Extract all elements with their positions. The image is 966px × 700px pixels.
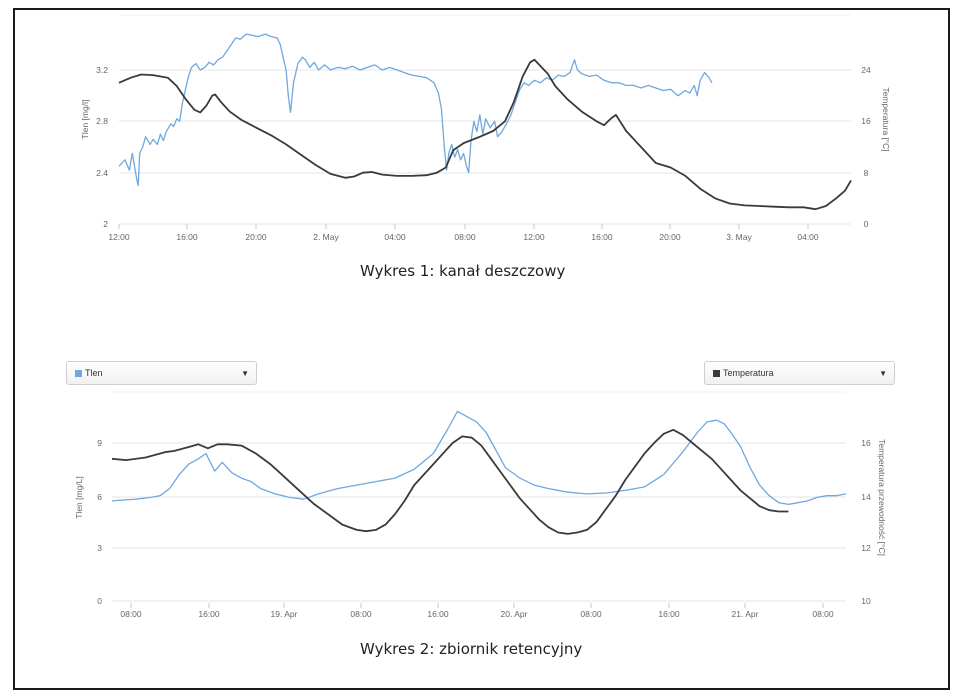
y-tick-label: 9 bbox=[97, 438, 102, 448]
y2-axis-title: Temperatura przewodność [°C] bbox=[877, 439, 887, 556]
chevron-down-icon: ▼ bbox=[879, 369, 887, 378]
y2-tick-label: 16 bbox=[861, 116, 871, 126]
y-tick-label: 3.2 bbox=[96, 65, 108, 75]
x-tick-label: 3. May bbox=[726, 232, 752, 242]
chevron-down-icon: ▼ bbox=[241, 369, 249, 378]
y-axis-title: Tlen [mg/L] bbox=[74, 476, 84, 519]
y-tick-label: 3 bbox=[97, 543, 102, 553]
x-tick-label: 04:00 bbox=[797, 232, 819, 242]
y2-tick-label: 14 bbox=[861, 492, 871, 502]
temperature-series-line bbox=[118, 58, 852, 211]
x-tick-label: 2. May bbox=[313, 232, 339, 242]
oxygen-series-dropdown[interactable]: Tlen ▼ bbox=[66, 361, 257, 385]
x-tick-label: 08:00 bbox=[350, 609, 372, 619]
x-tick-label: 08:00 bbox=[454, 232, 476, 242]
oxygen-series-line bbox=[118, 33, 713, 187]
y-axis-title: Tlen [mg/l] bbox=[80, 100, 90, 140]
y2-tick-label: 10 bbox=[861, 596, 871, 606]
y2-tick-label: 0 bbox=[864, 219, 869, 229]
oxygen-dropdown-label: Tlen bbox=[85, 368, 103, 378]
chart2-caption: Wykres 2: zbiornik retencyjny bbox=[360, 640, 583, 658]
x-tick-label: 04:00 bbox=[384, 232, 406, 242]
y2-tick-label: 24 bbox=[861, 65, 871, 75]
temperature-series-dropdown[interactable]: Temperatura ▼ bbox=[704, 361, 895, 385]
oxygen-swatch-icon bbox=[75, 369, 82, 377]
x-tick-label: 20. Apr bbox=[501, 609, 528, 619]
y-tick-label: 2 bbox=[103, 219, 108, 229]
y-tick-label: 6 bbox=[97, 492, 102, 502]
x-tick-label: 16:00 bbox=[427, 609, 449, 619]
temperature-dropdown-label: Temperatura bbox=[723, 368, 774, 378]
x-tick-label: 12:00 bbox=[108, 232, 130, 242]
x-tick-label: 08:00 bbox=[120, 609, 142, 619]
y2-tick-label: 16 bbox=[861, 438, 871, 448]
x-tick-label: 08:00 bbox=[580, 609, 602, 619]
x-tick-label: 16:00 bbox=[591, 232, 613, 242]
x-tick-label: 20:00 bbox=[659, 232, 681, 242]
x-tick-label: 16:00 bbox=[658, 609, 680, 619]
chart1-caption: Wykres 1: kanał deszczowy bbox=[360, 262, 566, 280]
x-tick-label: 20:00 bbox=[245, 232, 267, 242]
x-tick-label: 12:00 bbox=[523, 232, 545, 242]
x-tick-label: 21. Apr bbox=[732, 609, 759, 619]
x-tick-label: 16:00 bbox=[176, 232, 198, 242]
y2-tick-label: 12 bbox=[861, 543, 871, 553]
y2-tick-label: 8 bbox=[864, 168, 869, 178]
y2-axis-title: Temperatura [°C] bbox=[881, 87, 891, 151]
x-tick-label: 19. Apr bbox=[271, 609, 298, 619]
temperature-swatch-icon bbox=[713, 369, 720, 377]
y-tick-label: 0 bbox=[97, 596, 102, 606]
y-tick-label: 2.4 bbox=[96, 168, 108, 178]
oxygen-series-line bbox=[111, 410, 847, 506]
x-tick-label: 16:00 bbox=[198, 609, 220, 619]
y-tick-label: 2.8 bbox=[96, 116, 108, 126]
temperature-series-line bbox=[111, 428, 789, 535]
x-tick-label: 08:00 bbox=[812, 609, 834, 619]
